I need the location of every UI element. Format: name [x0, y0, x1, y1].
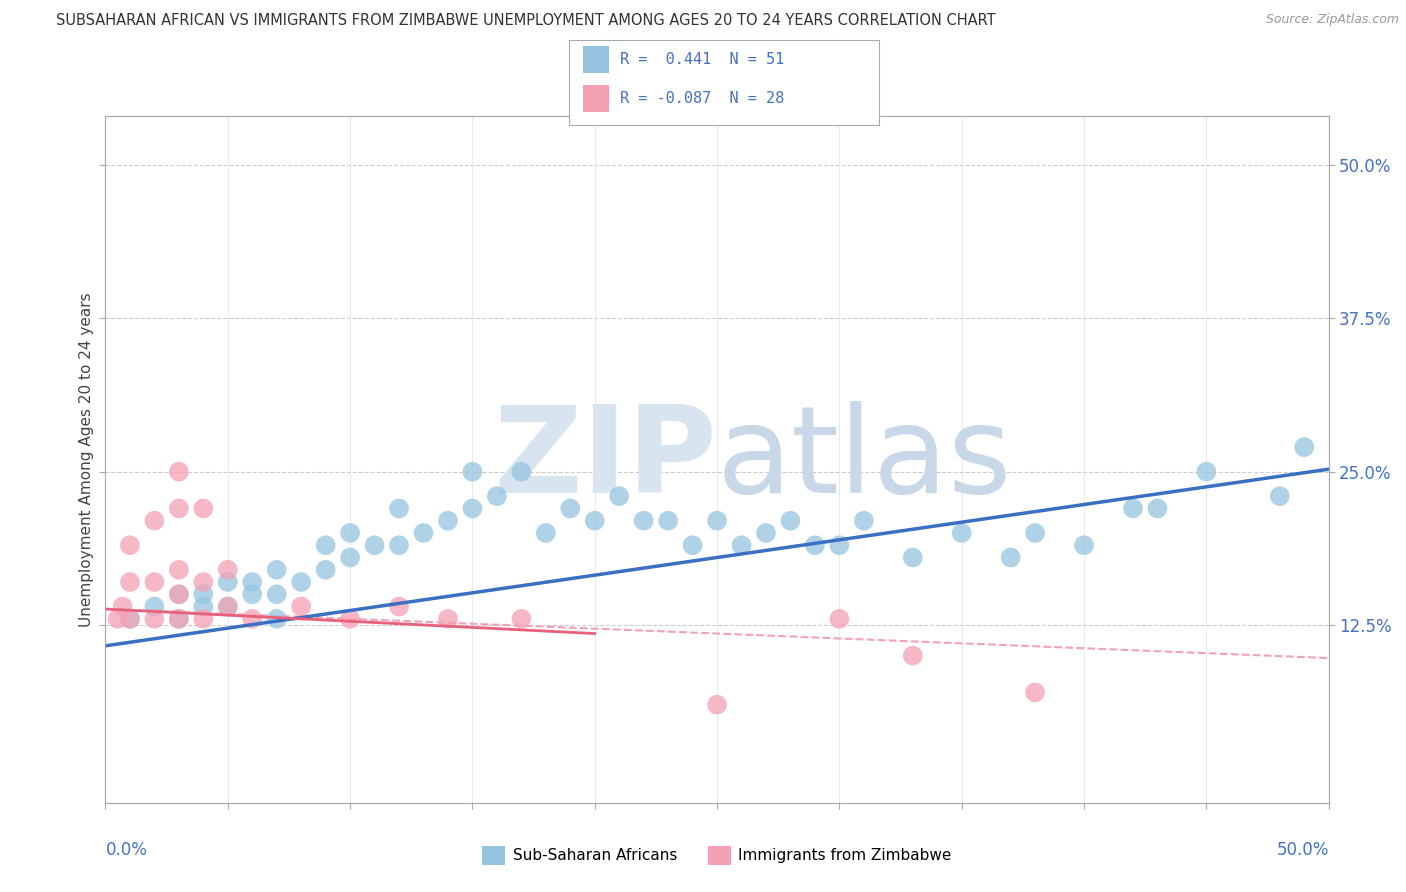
- Point: [240, 612, 263, 626]
- Point: [950, 526, 973, 541]
- Point: [290, 575, 312, 590]
- Point: [388, 501, 411, 516]
- Point: [1146, 501, 1168, 516]
- Point: [706, 514, 728, 528]
- Point: [167, 465, 190, 479]
- Point: [1073, 538, 1095, 552]
- Point: [167, 501, 190, 516]
- Point: [143, 612, 166, 626]
- Point: [607, 489, 630, 503]
- Point: [510, 465, 533, 479]
- Point: [388, 538, 411, 552]
- Point: [363, 538, 385, 552]
- Text: SUBSAHARAN AFRICAN VS IMMIGRANTS FROM ZIMBABWE UNEMPLOYMENT AMONG AGES 20 TO 24 : SUBSAHARAN AFRICAN VS IMMIGRANTS FROM ZI…: [56, 13, 995, 29]
- Point: [107, 612, 129, 626]
- Point: [1268, 489, 1291, 503]
- Point: [217, 599, 239, 614]
- Point: [217, 563, 239, 577]
- Point: [266, 612, 288, 626]
- Point: [167, 587, 190, 601]
- Point: [901, 648, 924, 663]
- Point: [339, 612, 361, 626]
- Point: [217, 575, 239, 590]
- Point: [1122, 501, 1144, 516]
- Point: [706, 698, 728, 712]
- Text: R =  0.441  N = 51: R = 0.441 N = 51: [620, 53, 785, 67]
- Point: [315, 538, 337, 552]
- Point: [339, 526, 361, 541]
- Point: [901, 550, 924, 565]
- Point: [534, 526, 557, 541]
- Point: [167, 587, 190, 601]
- Point: [804, 538, 827, 552]
- Text: ZIP: ZIP: [494, 401, 717, 518]
- Point: [118, 612, 141, 626]
- Point: [437, 514, 460, 528]
- Point: [167, 612, 190, 626]
- Point: [828, 612, 851, 626]
- Point: [240, 587, 263, 601]
- Point: [461, 465, 484, 479]
- Point: [730, 538, 752, 552]
- Point: [143, 575, 166, 590]
- Point: [339, 550, 361, 565]
- Point: [193, 587, 215, 601]
- Point: [510, 612, 533, 626]
- Point: [111, 599, 134, 614]
- Text: Source: ZipAtlas.com: Source: ZipAtlas.com: [1265, 13, 1399, 27]
- Point: [167, 612, 190, 626]
- Point: [240, 575, 263, 590]
- Y-axis label: Unemployment Among Ages 20 to 24 years: Unemployment Among Ages 20 to 24 years: [79, 292, 94, 627]
- Point: [412, 526, 434, 541]
- Point: [315, 563, 337, 577]
- Point: [755, 526, 778, 541]
- Point: [1024, 526, 1046, 541]
- Legend: Sub-Saharan Africans, Immigrants from Zimbabwe: Sub-Saharan Africans, Immigrants from Zi…: [477, 840, 957, 871]
- Point: [167, 563, 190, 577]
- Point: [143, 514, 166, 528]
- Point: [193, 612, 215, 626]
- Point: [633, 514, 655, 528]
- Point: [266, 563, 288, 577]
- Point: [290, 599, 312, 614]
- Point: [143, 599, 166, 614]
- Point: [193, 599, 215, 614]
- Point: [682, 538, 704, 552]
- Text: atlas: atlas: [717, 401, 1012, 518]
- Point: [583, 514, 606, 528]
- Point: [1195, 465, 1218, 479]
- Point: [266, 587, 288, 601]
- Point: [657, 514, 679, 528]
- Text: 50.0%: 50.0%: [1277, 840, 1329, 859]
- Point: [193, 501, 215, 516]
- Text: 0.0%: 0.0%: [105, 840, 148, 859]
- Point: [388, 599, 411, 614]
- Point: [1024, 685, 1046, 699]
- Point: [1294, 440, 1316, 454]
- Point: [217, 599, 239, 614]
- Text: R = -0.087  N = 28: R = -0.087 N = 28: [620, 91, 785, 105]
- Point: [461, 501, 484, 516]
- Point: [118, 612, 141, 626]
- Point: [118, 575, 141, 590]
- Point: [118, 538, 141, 552]
- Point: [1000, 550, 1022, 565]
- Point: [828, 538, 851, 552]
- Point: [485, 489, 508, 503]
- Point: [779, 514, 801, 528]
- Point: [852, 514, 875, 528]
- Point: [437, 612, 460, 626]
- Point: [560, 501, 582, 516]
- Point: [193, 575, 215, 590]
